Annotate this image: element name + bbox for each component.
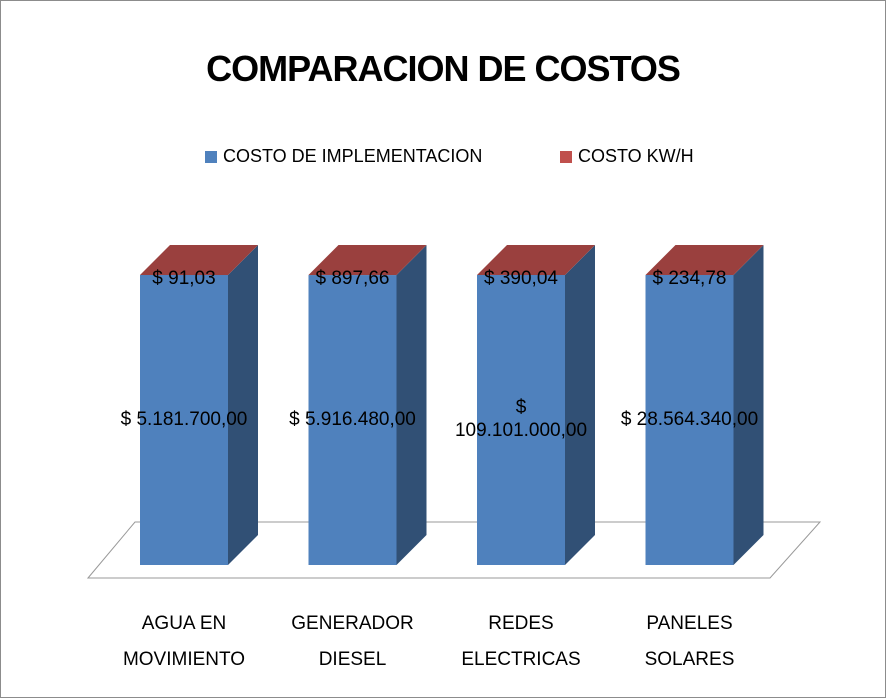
bar-segment (477, 275, 565, 565)
bar-side (733, 245, 764, 276)
x-tick-label: AGUA EN MOVIMIENTO (122, 613, 246, 670)
bar-segment (308, 275, 397, 565)
chart-title: COMPARACION DE COSTOS (206, 48, 681, 89)
floor (86, 521, 822, 579)
bar-segment (140, 275, 228, 565)
x-tick-label: GENERADOR DIESEL (291, 613, 414, 670)
bar-side (565, 245, 595, 276)
bar-side (396, 245, 427, 565)
value-label: $ 109.101.000,00 (454, 397, 588, 441)
x-tick-label: PANELES SOLARES (644, 613, 735, 670)
value-label: $ 5.181.700,00 (120, 409, 248, 430)
value-label: $ 91,03 (152, 268, 216, 289)
bar-side (228, 245, 258, 565)
legend-item: COSTO KW/H (560, 146, 694, 167)
bar-segment (645, 275, 734, 565)
bar-side (733, 245, 764, 565)
bar-side (565, 245, 595, 565)
bar-side (228, 245, 258, 276)
bar-top (645, 245, 764, 275)
bar-top (140, 245, 258, 275)
value-label: $ 234,78 (652, 268, 727, 289)
value-label: $ 390,04 (484, 268, 558, 289)
legend-swatch (205, 150, 217, 163)
bar-top (477, 245, 595, 275)
value-label: $ 28.564.340,00 (620, 409, 759, 430)
legend-label: COSTO KW/H (578, 146, 694, 166)
bar-side (396, 245, 427, 276)
legend-item: COSTO DE IMPLEMENTACION (205, 146, 482, 167)
x-tick-label: REDES ELECTRICAS (461, 613, 581, 670)
bar-top (308, 245, 427, 275)
value-label: $ 5.916.480,00 (289, 409, 416, 430)
value-label: $ 897,66 (315, 268, 390, 289)
legend-swatch (560, 150, 572, 163)
legend-label: COSTO DE IMPLEMENTACION (223, 146, 483, 166)
